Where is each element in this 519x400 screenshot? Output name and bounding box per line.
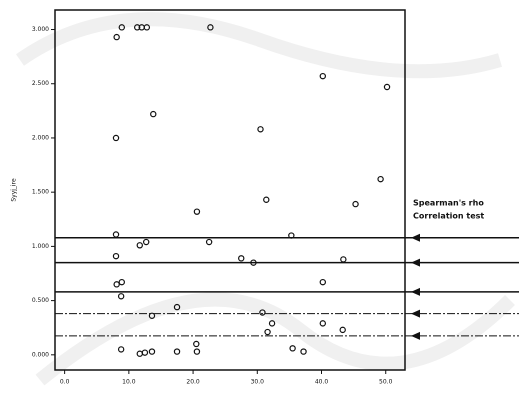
point: [143, 24, 151, 31]
y-axis-label: Syyj_ire: [11, 178, 18, 202]
y-tick-label: 2.000: [32, 134, 49, 141]
watermark: [15, 12, 515, 386]
y-tick-label: 2.500: [32, 80, 49, 87]
point: [113, 33, 120, 41]
y-tick-label: 3.000: [32, 26, 49, 33]
point: [268, 320, 276, 327]
point: [288, 232, 295, 239]
point: [207, 24, 214, 31]
plot-frame: [54, 9, 406, 371]
point: [134, 24, 141, 31]
point: [113, 281, 120, 288]
point: [352, 200, 359, 208]
point: [141, 349, 149, 356]
point: [118, 24, 125, 31]
point: [319, 278, 326, 286]
point: [150, 110, 157, 118]
point: [117, 346, 125, 353]
arrow-head: [411, 258, 420, 267]
annotation: Correlation test: [413, 212, 484, 221]
x-tick-label: 10.0: [122, 379, 136, 386]
point: [193, 348, 201, 355]
point: [193, 208, 201, 215]
point: [193, 340, 200, 348]
point: [205, 238, 213, 246]
y-tick-label: 1.500: [32, 189, 49, 196]
x-tick-label: 50.0: [379, 379, 393, 386]
point: [257, 126, 264, 133]
arrow-head: [411, 287, 420, 296]
point: [148, 312, 156, 319]
x-tick-label: 20.0: [186, 379, 200, 386]
point: [112, 252, 120, 260]
point: [117, 293, 125, 300]
point: [118, 278, 125, 286]
point: [383, 83, 391, 91]
x-tick-label: 30.0: [251, 379, 265, 386]
y-tick-label: 0.000: [32, 351, 49, 358]
point: [173, 348, 181, 355]
watermark-swirl: [15, 12, 503, 79]
point: [289, 345, 296, 352]
x-tick-label: 0.0: [60, 379, 70, 386]
arrow-head: [411, 233, 420, 242]
point: [377, 175, 384, 183]
arrow-head: [411, 309, 420, 318]
point: [148, 348, 156, 355]
point: [112, 231, 120, 238]
point: [136, 350, 143, 357]
arrow-head: [411, 331, 420, 340]
point: [319, 72, 326, 80]
annotation: Spearman's rho: [413, 199, 484, 208]
point: [142, 238, 150, 246]
point: [339, 326, 346, 334]
point: [264, 328, 271, 336]
point: [319, 320, 326, 327]
point: [238, 255, 245, 262]
point: [173, 303, 181, 311]
point: [136, 242, 143, 249]
point: [263, 196, 270, 203]
y-tick-label: 0.500: [32, 297, 49, 304]
point: [340, 256, 347, 263]
watermark-swirl: [35, 292, 515, 386]
point: [112, 134, 120, 142]
x-tick-label: 40.0: [315, 379, 329, 386]
y-tick-label: 1.000: [32, 243, 49, 250]
point: [259, 309, 266, 316]
point: [300, 348, 307, 355]
point: [250, 259, 257, 266]
